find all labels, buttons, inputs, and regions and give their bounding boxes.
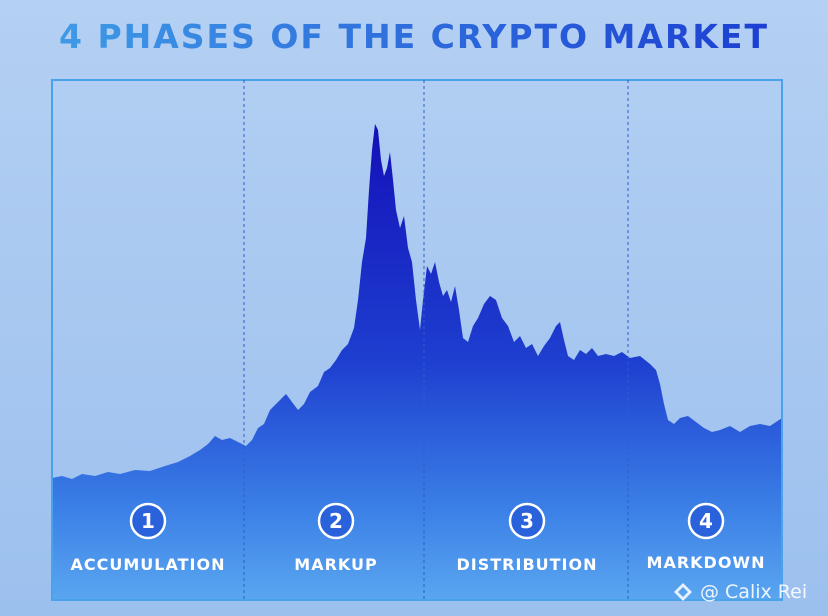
phase: 3 DISTRIBUTION bbox=[457, 502, 598, 574]
frame bbox=[51, 79, 783, 601]
phase: 2 MARKUP bbox=[294, 502, 377, 574]
phase-label: MARKUP bbox=[294, 555, 377, 574]
phase-label: MARKDOWN bbox=[647, 553, 766, 572]
market-area bbox=[52, 124, 782, 600]
phase-badge bbox=[129, 502, 167, 540]
phase-number: 3 bbox=[520, 509, 534, 533]
phase-label: ACCUMULATION bbox=[71, 555, 226, 574]
phase-number: 1 bbox=[141, 509, 155, 533]
title: 4 PHASES OF THE CRYPTO MARKET bbox=[59, 17, 769, 56]
phase-number: 2 bbox=[329, 509, 343, 533]
phase: 1 ACCUMULATION bbox=[71, 502, 226, 574]
watermark-text: @ Calix Rei bbox=[700, 581, 807, 603]
phase-label: DISTRIBUTION bbox=[457, 555, 598, 574]
watermark: @ Calix Rei bbox=[674, 581, 807, 603]
phase-badge bbox=[508, 502, 546, 540]
phase-badge bbox=[687, 502, 725, 540]
phase: 4 MARKDOWN bbox=[647, 502, 766, 572]
phase-number: 4 bbox=[699, 509, 713, 533]
phase-badge bbox=[317, 502, 355, 540]
watermark-icon bbox=[674, 583, 692, 601]
